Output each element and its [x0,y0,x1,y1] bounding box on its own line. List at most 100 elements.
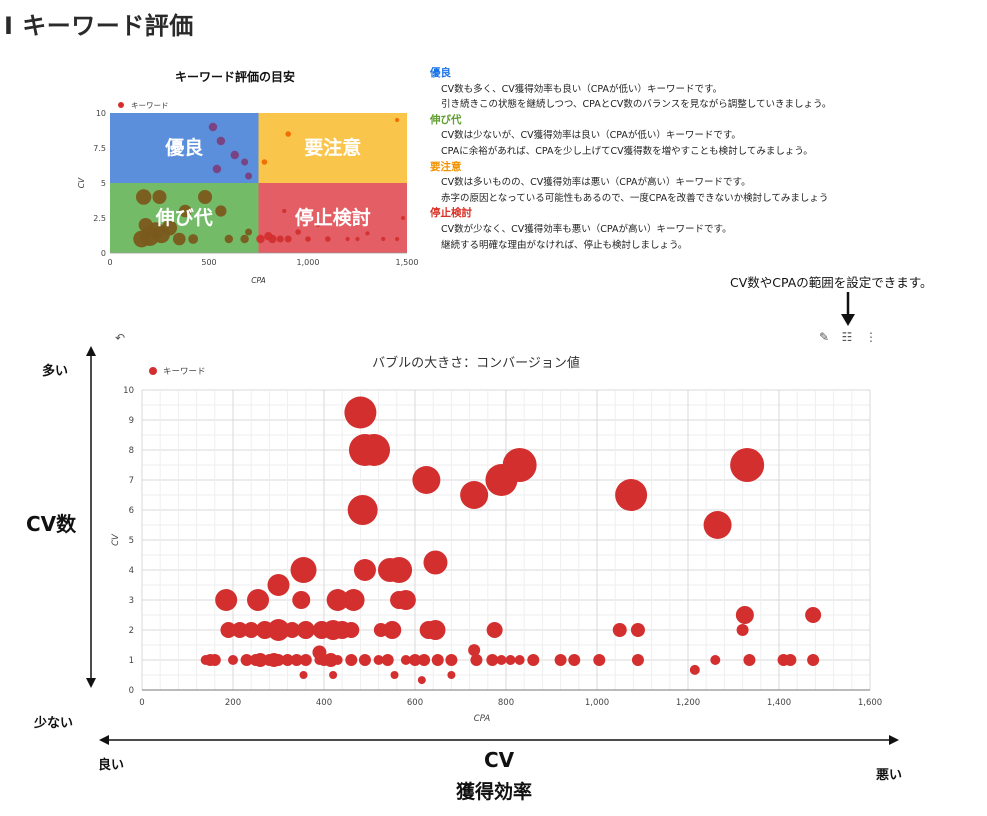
bubble [240,654,253,666]
bubble [299,671,308,679]
x-tick-label: 1,200 [676,698,700,708]
y-tick-label: 1 [129,656,134,666]
quadrant-area [258,113,407,183]
bubble [703,511,732,539]
x-tick-label: 400 [316,698,332,708]
bubble [373,655,384,665]
bubble [496,655,507,665]
bubble [215,589,238,611]
sliders-icon[interactable]: ☷ [841,330,853,344]
data-point [282,208,287,214]
bubble [381,654,394,666]
y-tick-label: 10 [96,109,106,118]
y-tick-label: 5 [101,179,106,188]
y-tick-label: 6 [129,506,134,516]
quadrant-label: 伸び代 [155,206,213,229]
bubble [267,619,290,641]
y-tick-label: 2 [129,626,134,636]
bubble [689,664,700,675]
data-point [381,236,386,242]
bubble [353,559,376,581]
bubble [425,620,446,640]
legend-description: 引き続きこの状態を継続しつつ、CPAとCV数のバランスを見ながら調整していきまし… [441,99,832,111]
y-tick-label: 8 [129,446,134,456]
data-point [152,190,167,204]
bubble [743,654,756,666]
bubble [400,655,411,665]
bubble [220,622,237,638]
data-point [216,136,226,146]
data-point [264,232,273,241]
bubble [612,623,627,637]
bubble [290,654,303,666]
bubble [343,622,360,638]
y-tick-label: 2.5 [93,214,106,223]
bubble [312,645,327,660]
data-point [315,222,320,228]
efficiency-cv-label: CV [484,748,515,772]
y-axis-label: CV [111,533,121,546]
legend-heading: 要注意 [430,160,462,173]
data-point [208,122,218,132]
data-point [284,235,292,243]
y-tick-label: 3 [129,596,134,606]
bubble [272,654,285,666]
chart-title: バブルの大きさ：コンバージョン値 [372,355,580,371]
bubble [253,653,268,667]
bubble [267,574,290,596]
legend-heading: 伸び代 [430,113,462,126]
x-tick-label: 1,500 [396,258,419,267]
legend-description: CPAに余裕があれば、CPAを少し上げてCV獲得数を増やすことも検討してみましょ… [441,145,813,157]
undo-icon[interactable]: ↶ [114,331,126,345]
quadrant-label: 優良 [164,136,203,159]
efficiency-axis-arrow [99,735,899,745]
x-tick-label: 0 [107,258,112,267]
legend-heading: 停止検討 [430,207,472,220]
bubble [468,644,481,657]
data-point [245,172,253,180]
x-tick-label: 0 [139,698,144,708]
x-tick-label: 500 [201,258,216,267]
bubble [231,622,248,638]
x-tick-label: 1,400 [767,698,791,708]
bubble [445,654,458,666]
data-point [261,159,268,165]
x-tick-label: 600 [407,698,423,708]
data-point [285,131,291,137]
bubble [329,671,338,679]
legend-description: 赤字の原因となっている可能性もあるので、一度CPAを改善できないか検討してみまし… [441,192,829,204]
bubble-chart: 0 200 400 600 800 1,000 1,200 1,400 1,600 0 1 2 3 4 5 6… [111,355,882,724]
data-point [355,236,360,242]
bubble [527,654,540,666]
bubble [296,621,315,639]
data-point [212,164,222,174]
efficiency-label: 獲得効率 [456,781,533,803]
evaluation-legend-panel: 優良 CV数も多く、CV獲得効率も良い（CPAが低い）キーワードです。 引き続きこの… [430,66,900,253]
bubble [514,655,525,665]
bubble [423,550,448,575]
quadrant-area [258,183,407,253]
bubble [486,654,499,666]
quadrant-label: 要注意 [304,136,361,159]
y-axis-label: CV [77,177,86,188]
data-point [395,117,400,123]
quadrant-area [110,113,259,183]
bubble [710,655,721,665]
bubble [228,655,238,665]
pencil-icon[interactable]: ✎ [818,330,830,344]
bubble [554,654,567,666]
bubble [417,676,426,685]
y-tick-label: 5 [129,536,134,546]
data-point [230,150,239,160]
data-point [224,234,233,244]
more-vert-icon[interactable]: ⋮ [865,330,877,344]
legend-description: CV数は少ないが、CV獲得効率は良い（CPAが低い）キーワードです。 [441,130,741,142]
bubble [805,607,822,623]
data-point [198,190,213,204]
bubble [326,589,349,611]
bubble [431,654,444,666]
data-point [178,204,192,218]
x-tick-label: 1,000 [297,258,320,267]
bubble [342,589,365,611]
